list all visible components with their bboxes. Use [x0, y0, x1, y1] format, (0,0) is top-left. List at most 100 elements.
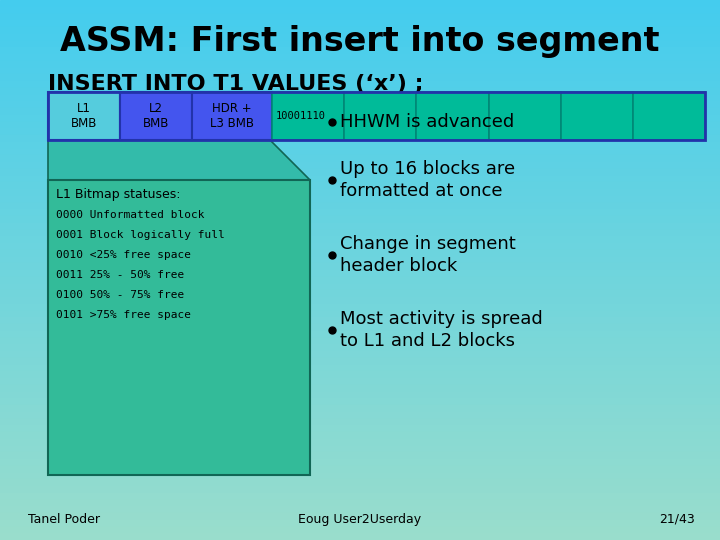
Bar [0, 507, 720, 513]
Bar [0, 480, 720, 486]
Bar [0, 453, 720, 459]
Bar [0, 202, 720, 209]
Bar [0, 183, 720, 189]
Bar [0, 432, 720, 438]
Text: L2
BMB: L2 BMB [143, 102, 169, 130]
Bar [0, 399, 720, 405]
Text: 0000 Unformatted block: 0000 Unformatted block [56, 210, 204, 220]
Bar [0, 168, 720, 176]
Bar [0, 345, 720, 351]
Bar [0, 303, 720, 310]
Bar [0, 330, 720, 338]
Text: L1
BMB: L1 BMB [71, 102, 97, 130]
Bar [0, 209, 720, 216]
Text: 0100 50% - 75% free: 0100 50% - 75% free [56, 290, 184, 300]
Bar [0, 148, 720, 156]
Bar [0, 81, 720, 87]
Bar [0, 94, 720, 102]
Text: 0011 25% - 50% free: 0011 25% - 50% free [56, 270, 184, 280]
Bar [0, 472, 720, 480]
Bar [0, 230, 720, 237]
Bar [0, 249, 720, 256]
Bar [0, 14, 720, 20]
Text: 0101 >75% free space: 0101 >75% free space [56, 310, 191, 320]
Bar [272, 92, 344, 140]
Bar [0, 438, 720, 445]
Bar [192, 92, 272, 140]
Bar [120, 92, 192, 140]
Bar [0, 411, 720, 418]
Bar [0, 102, 720, 108]
Bar [0, 54, 720, 60]
Bar [0, 60, 720, 68]
Bar [416, 92, 488, 140]
Bar [0, 128, 720, 135]
Bar [0, 122, 720, 128]
Bar [0, 195, 720, 202]
Bar [0, 108, 720, 115]
Bar [0, 237, 720, 243]
Bar [48, 180, 310, 475]
Bar [0, 141, 720, 149]
Bar [0, 357, 720, 364]
Bar [0, 135, 720, 141]
Bar [0, 189, 720, 195]
Bar [0, 338, 720, 345]
Bar [0, 492, 720, 500]
Bar [0, 33, 720, 40]
Text: Up to 16 blocks are
formatted at once: Up to 16 blocks are formatted at once [340, 159, 515, 200]
Bar [0, 297, 720, 303]
Bar [0, 0, 720, 6]
Bar [0, 351, 720, 357]
Bar [0, 364, 720, 372]
Bar [0, 513, 720, 519]
Bar [344, 92, 416, 140]
Bar [0, 519, 720, 526]
Polygon shape [48, 140, 310, 475]
Bar [0, 222, 720, 230]
Text: L1 Bitmap statuses:: L1 Bitmap statuses: [56, 188, 181, 201]
Bar [0, 68, 720, 74]
Bar [0, 459, 720, 465]
Text: Most activity is spread
to L1 and L2 blocks: Most activity is spread to L1 and L2 blo… [340, 309, 543, 350]
Text: Change in segment
header block: Change in segment header block [340, 234, 516, 275]
Bar [0, 162, 720, 168]
Bar [0, 324, 720, 330]
Bar [0, 392, 720, 399]
Bar [0, 378, 720, 384]
Bar [0, 418, 720, 426]
Bar [0, 284, 720, 291]
Bar [0, 20, 720, 27]
Text: 0001 Block logically full: 0001 Block logically full [56, 230, 225, 240]
Text: 10001110: 10001110 [276, 111, 326, 121]
Text: 0010 <25% free space: 0010 <25% free space [56, 250, 191, 260]
Bar [0, 47, 720, 54]
Bar [0, 256, 720, 263]
Bar [0, 156, 720, 162]
Bar [0, 40, 720, 47]
Bar [0, 27, 720, 33]
Text: Tanel Poder: Tanel Poder [28, 513, 100, 526]
Bar [0, 465, 720, 472]
Bar [48, 92, 120, 140]
Bar [48, 92, 705, 140]
Bar [0, 74, 720, 81]
Bar [0, 276, 720, 284]
Bar [0, 317, 720, 324]
Bar [0, 115, 720, 122]
Bar [0, 534, 720, 540]
Bar [0, 216, 720, 222]
Bar [0, 243, 720, 249]
Bar [0, 263, 720, 270]
Bar [0, 291, 720, 297]
Bar [0, 270, 720, 276]
Bar [488, 92, 561, 140]
Bar [561, 92, 633, 140]
Bar [0, 372, 720, 378]
Bar [0, 426, 720, 432]
Bar [0, 384, 720, 391]
Bar [633, 92, 705, 140]
Bar [0, 405, 720, 411]
Bar [0, 87, 720, 94]
Bar [0, 500, 720, 507]
